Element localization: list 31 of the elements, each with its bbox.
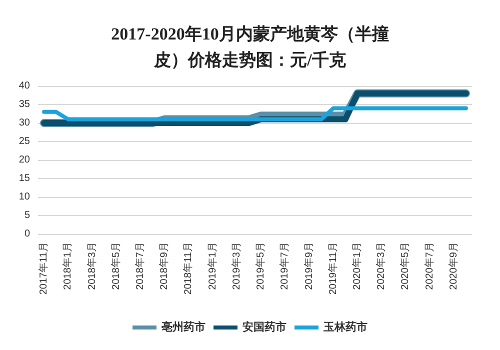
x-tick-label: 2019年7月 xyxy=(278,242,291,290)
x-tick-label: 2019年9月 xyxy=(302,242,315,290)
x-tick-label: 2019年5月 xyxy=(254,242,267,290)
legend-label: 玉林药市 xyxy=(322,320,368,334)
y-tick-label: 25 xyxy=(18,136,30,147)
x-tick-label: 2018年9月 xyxy=(158,242,170,290)
y-tick-label: 5 xyxy=(24,210,30,221)
y-tick-label: 0 xyxy=(24,228,30,240)
x-tick-label: 2020年9月 xyxy=(447,242,460,290)
x-tick-label: 2017年11月 xyxy=(38,242,50,295)
x-tick-label: 2018年7月 xyxy=(134,242,146,290)
x-tick-label: 2020年5月 xyxy=(399,242,412,290)
legend-label: 安国药市 xyxy=(242,320,286,334)
y-tick-label: 35 xyxy=(18,99,30,110)
x-tick-label: 2018年11月 xyxy=(182,242,194,295)
y-tick-label: 20 xyxy=(18,154,30,166)
x-tick-label: 2019年11月 xyxy=(326,242,339,295)
chart-title: 2017-2020年10月内蒙产地黄芩（半撞皮）价格走势图：元/千克 xyxy=(111,24,389,70)
x-tick-label: 2020年1月 xyxy=(350,242,363,290)
y-tick-label: 10 xyxy=(18,192,30,202)
y-tick-label: 15 xyxy=(18,173,30,184)
x-tick-label: 2020年7月 xyxy=(423,242,436,290)
y-tick-label: 40 xyxy=(18,80,30,92)
x-tick-label: 2018年5月 xyxy=(110,242,122,290)
x-tick-label: 2018年3月 xyxy=(86,242,98,290)
y-tick-label: 30 xyxy=(18,118,30,128)
legend-label: 亳州药市 xyxy=(162,320,206,334)
x-tick-label: 2020年3月 xyxy=(375,242,388,290)
x-tick-label: 2019年1月 xyxy=(206,242,218,290)
x-tick-label: 2019年3月 xyxy=(230,242,242,290)
x-tick-label: 2018年1月 xyxy=(62,242,74,290)
